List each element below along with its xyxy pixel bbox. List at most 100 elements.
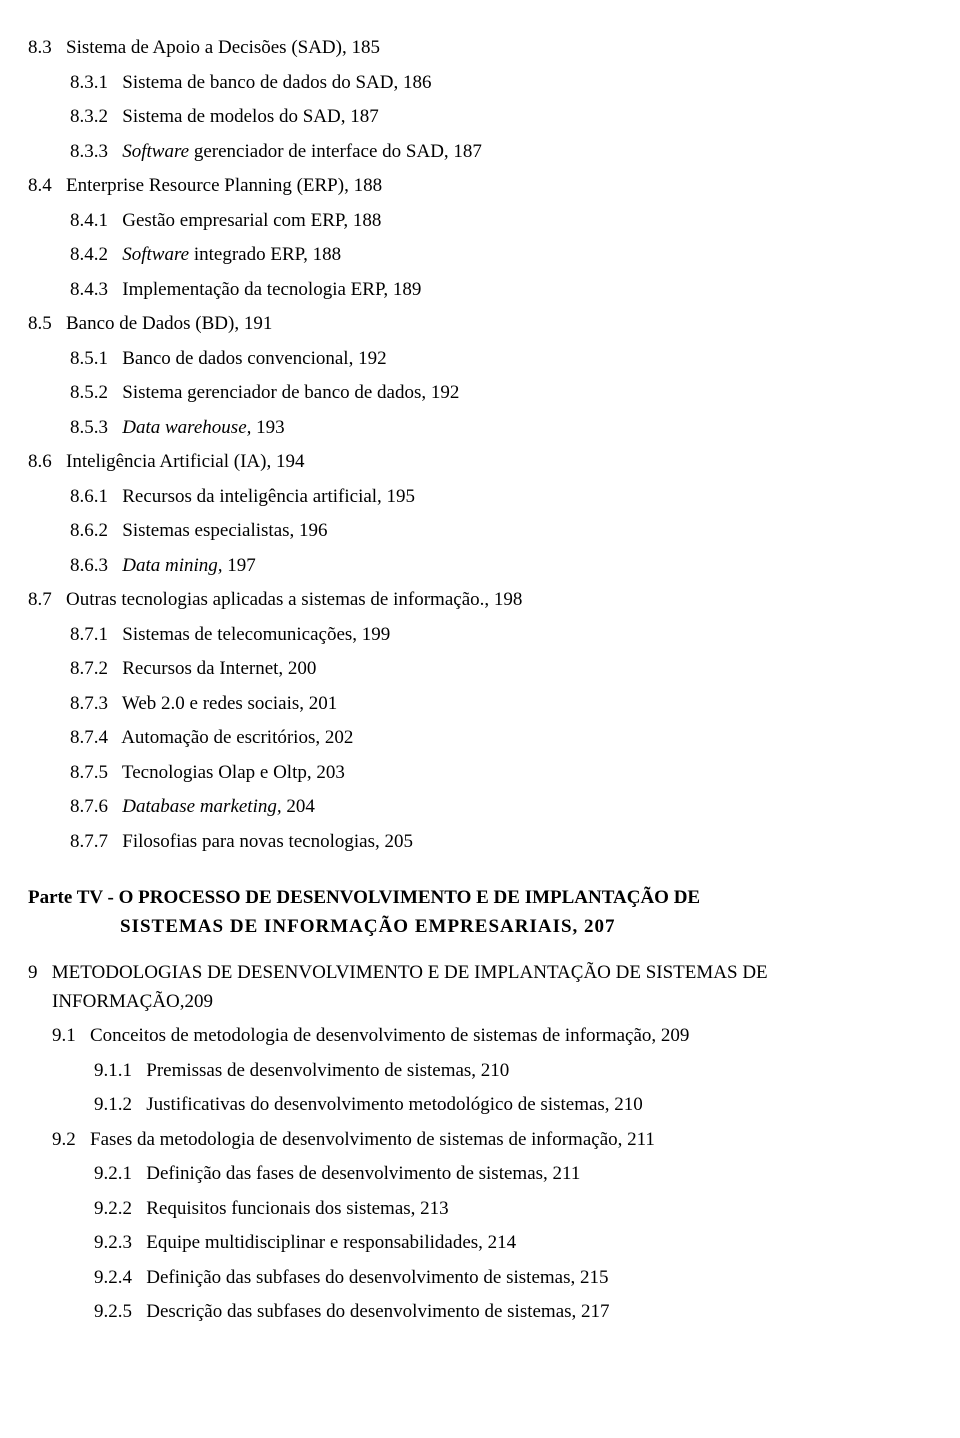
toc-entry: 8.7.5 Tecnologias Olap e Oltp, 203 (70, 759, 932, 788)
toc-title: Justificativas do desenvolvimento metodo… (146, 1094, 643, 1115)
toc-number: 8.4.3 (70, 276, 108, 305)
toc-title: Definição das subfases do desenvolviment… (146, 1267, 608, 1288)
toc-title: Requisitos funcionais dos sistemas, 213 (146, 1198, 448, 1219)
toc-title: Definição das fases de desenvolvimento d… (146, 1163, 580, 1184)
toc-title: 193 (251, 417, 284, 438)
toc-title-italic: Data mining, (122, 555, 222, 576)
toc-number: 8.5.3 (70, 414, 108, 443)
toc-entry: 8.5.1 Banco de dados convencional, 192 (70, 345, 932, 374)
toc-title-italic: Software (122, 141, 189, 162)
toc-entry: 9.2.3 Equipe multidisciplinar e responsa… (94, 1229, 932, 1258)
toc-title: Sistema de banco de dados do SAD, 186 (122, 72, 431, 93)
toc-entry: 8.5.3 Data warehouse, 193 (70, 414, 932, 443)
toc-title: 197 (223, 555, 256, 576)
part-heading: Parte TV - O PROCESSO DE DESENVOLVIMENTO… (28, 884, 932, 941)
toc-title: Conceitos de metodologia de desenvolvime… (90, 1025, 689, 1046)
toc-number: 8.7.2 (70, 655, 108, 684)
part-heading-line2: SISTEMAS DE INFORMAÇÃO EMPRESARIAIS, 207 (120, 913, 932, 942)
toc-entry: 8.5 Banco de Dados (BD), 191 (28, 310, 932, 339)
toc-entry: 9.2 Fases da metodologia de desenvolvime… (52, 1126, 932, 1155)
toc-title: Tecnologias Olap e Oltp, 203 (122, 762, 345, 783)
toc-entry: 8.6 Inteligência Artificial (IA), 194 (28, 448, 932, 477)
toc-number: 8.6.1 (70, 483, 108, 512)
toc-entry: 8.4.3 Implementação da tecnologia ERP, 1… (70, 276, 932, 305)
toc-title: Descrição das subfases do desenvolviment… (146, 1301, 609, 1322)
toc-title: gerenciador de interface do SAD, 187 (189, 141, 482, 162)
toc-title: Equipe multidisciplinar e responsabilida… (146, 1232, 516, 1253)
toc-entry: 9.1.2 Justificativas do desenvolvimento … (94, 1091, 932, 1120)
toc-entry: 8.6.1 Recursos da inteligência artificia… (70, 483, 932, 512)
toc-number: 9.1.2 (94, 1091, 132, 1120)
toc-number: 8.4.1 (70, 207, 108, 236)
toc-number: 9.2 (52, 1126, 76, 1155)
toc-entry: 8.4.1 Gestão empresarial com ERP, 188 (70, 207, 932, 236)
toc-number: 9.2.2 (94, 1195, 132, 1224)
toc-entry: 8.7.3 Web 2.0 e redes sociais, 201 (70, 690, 932, 719)
toc-title-italic: Database marketing, (122, 796, 281, 817)
chapter-heading: 9 METODOLOGIAS DE DESENVOLVIMENTO E DE I… (28, 959, 932, 1016)
toc-title: Sistema gerenciador de banco de dados, 1… (122, 382, 459, 403)
toc-title: Enterprise Resource Planning (ERP), 188 (66, 175, 382, 196)
toc-title: Sistema de modelos do SAD, 187 (122, 106, 379, 127)
toc-title: integrado ERP, 188 (189, 244, 341, 265)
toc-number: 8.6.3 (70, 552, 108, 581)
toc-number: 8.4.2 (70, 241, 108, 270)
toc-entry: 8.7.2 Recursos da Internet, 200 (70, 655, 932, 684)
toc-title: 204 (282, 796, 315, 817)
toc-number: 8.3.2 (70, 103, 108, 132)
toc-number: 8.6 (28, 448, 52, 477)
toc-title: Automação de escritórios, 202 (121, 727, 353, 748)
toc-entry: 9.2.4 Definição das subfases do desenvol… (94, 1264, 932, 1293)
toc-entry: 8.7 Outras tecnologias aplicadas a siste… (28, 586, 932, 615)
toc-entry: 8.5.2 Sistema gerenciador de banco de da… (70, 379, 932, 408)
part-heading-line1: Parte TV - O PROCESSO DE DESENVOLVIMENTO… (28, 887, 700, 908)
toc-title-italic: Software (122, 244, 189, 265)
toc-entry: 8.3 Sistema de Apoio a Decisões (SAD), 1… (28, 34, 932, 63)
toc-entry: 8.3.2 Sistema de modelos do SAD, 187 (70, 103, 932, 132)
toc-number: 9.2.4 (94, 1264, 132, 1293)
toc-title: Sistemas especialistas, 196 (122, 520, 327, 541)
toc-number: 9 (28, 959, 38, 988)
toc-title: Filosofias para novas tecnologias, 205 (122, 831, 413, 852)
chapter-title-line1: METODOLOGIAS DE DESENVOLVIMENTO E DE IMP… (52, 962, 768, 983)
toc-title: Banco de dados convencional, 192 (122, 348, 386, 369)
toc-entry: 8.3.3 Software gerenciador de interface … (70, 138, 932, 167)
toc-entry: 8.7.6 Database marketing, 204 (70, 793, 932, 822)
toc-number: 8.7.7 (70, 828, 108, 857)
toc-title: Implementação da tecnologia ERP, 189 (122, 279, 421, 300)
toc-title: Outras tecnologias aplicadas a sistemas … (66, 589, 522, 610)
toc-entry: 9.2.2 Requisitos funcionais dos sistemas… (94, 1195, 932, 1224)
toc-number: 8.4 (28, 172, 52, 201)
toc-number: 8.7.1 (70, 621, 108, 650)
toc-title: Web 2.0 e redes sociais, 201 (122, 693, 337, 714)
toc-number: 9.2.1 (94, 1160, 132, 1189)
toc-number: 9.1 (52, 1022, 76, 1051)
toc-entry: 9.2.5 Descrição das subfases do desenvol… (94, 1298, 932, 1327)
chapter-title-line2: INFORMAÇÃO,209 (52, 988, 932, 1017)
toc-number: 8.7.3 (70, 690, 108, 719)
toc-number: 9.2.3 (94, 1229, 132, 1258)
toc-title: Fases da metodologia de desenvolvimento … (90, 1129, 655, 1150)
toc-title: Sistemas de telecomunicações, 199 (122, 624, 390, 645)
toc-number: 8.5.1 (70, 345, 108, 374)
toc-number: 8.5.2 (70, 379, 108, 408)
toc-number: 9.2.5 (94, 1298, 132, 1327)
toc-title: Banco de Dados (BD), 191 (66, 313, 272, 334)
toc-number: 8.3 (28, 34, 52, 63)
toc-entry: 9.1 Conceitos de metodologia de desenvol… (52, 1022, 932, 1051)
toc-number: 8.7.5 (70, 759, 108, 788)
toc-title: Recursos da Internet, 200 (122, 658, 316, 679)
toc-title: Gestão empresarial com ERP, 188 (122, 210, 381, 231)
toc-entry: 8.4 Enterprise Resource Planning (ERP), … (28, 172, 932, 201)
toc-entry: 8.6.2 Sistemas especialistas, 196 (70, 517, 932, 546)
toc-number: 8.5 (28, 310, 52, 339)
toc-entry: 8.7.4 Automação de escritórios, 202 (70, 724, 932, 753)
toc-title: Premissas de desenvolvimento de sistemas… (146, 1060, 509, 1081)
toc-entry: 8.4.2 Software integrado ERP, 188 (70, 241, 932, 270)
toc-entry: 9.2.1 Definição das fases de desenvolvim… (94, 1160, 932, 1189)
toc-title: Sistema de Apoio a Decisões (SAD), 185 (66, 37, 380, 58)
toc-number: 9.1.1 (94, 1057, 132, 1086)
toc-entry: 8.7.1 Sistemas de telecomunicações, 199 (70, 621, 932, 650)
toc-number: 8.6.2 (70, 517, 108, 546)
toc-number: 8.7.4 (70, 724, 108, 753)
